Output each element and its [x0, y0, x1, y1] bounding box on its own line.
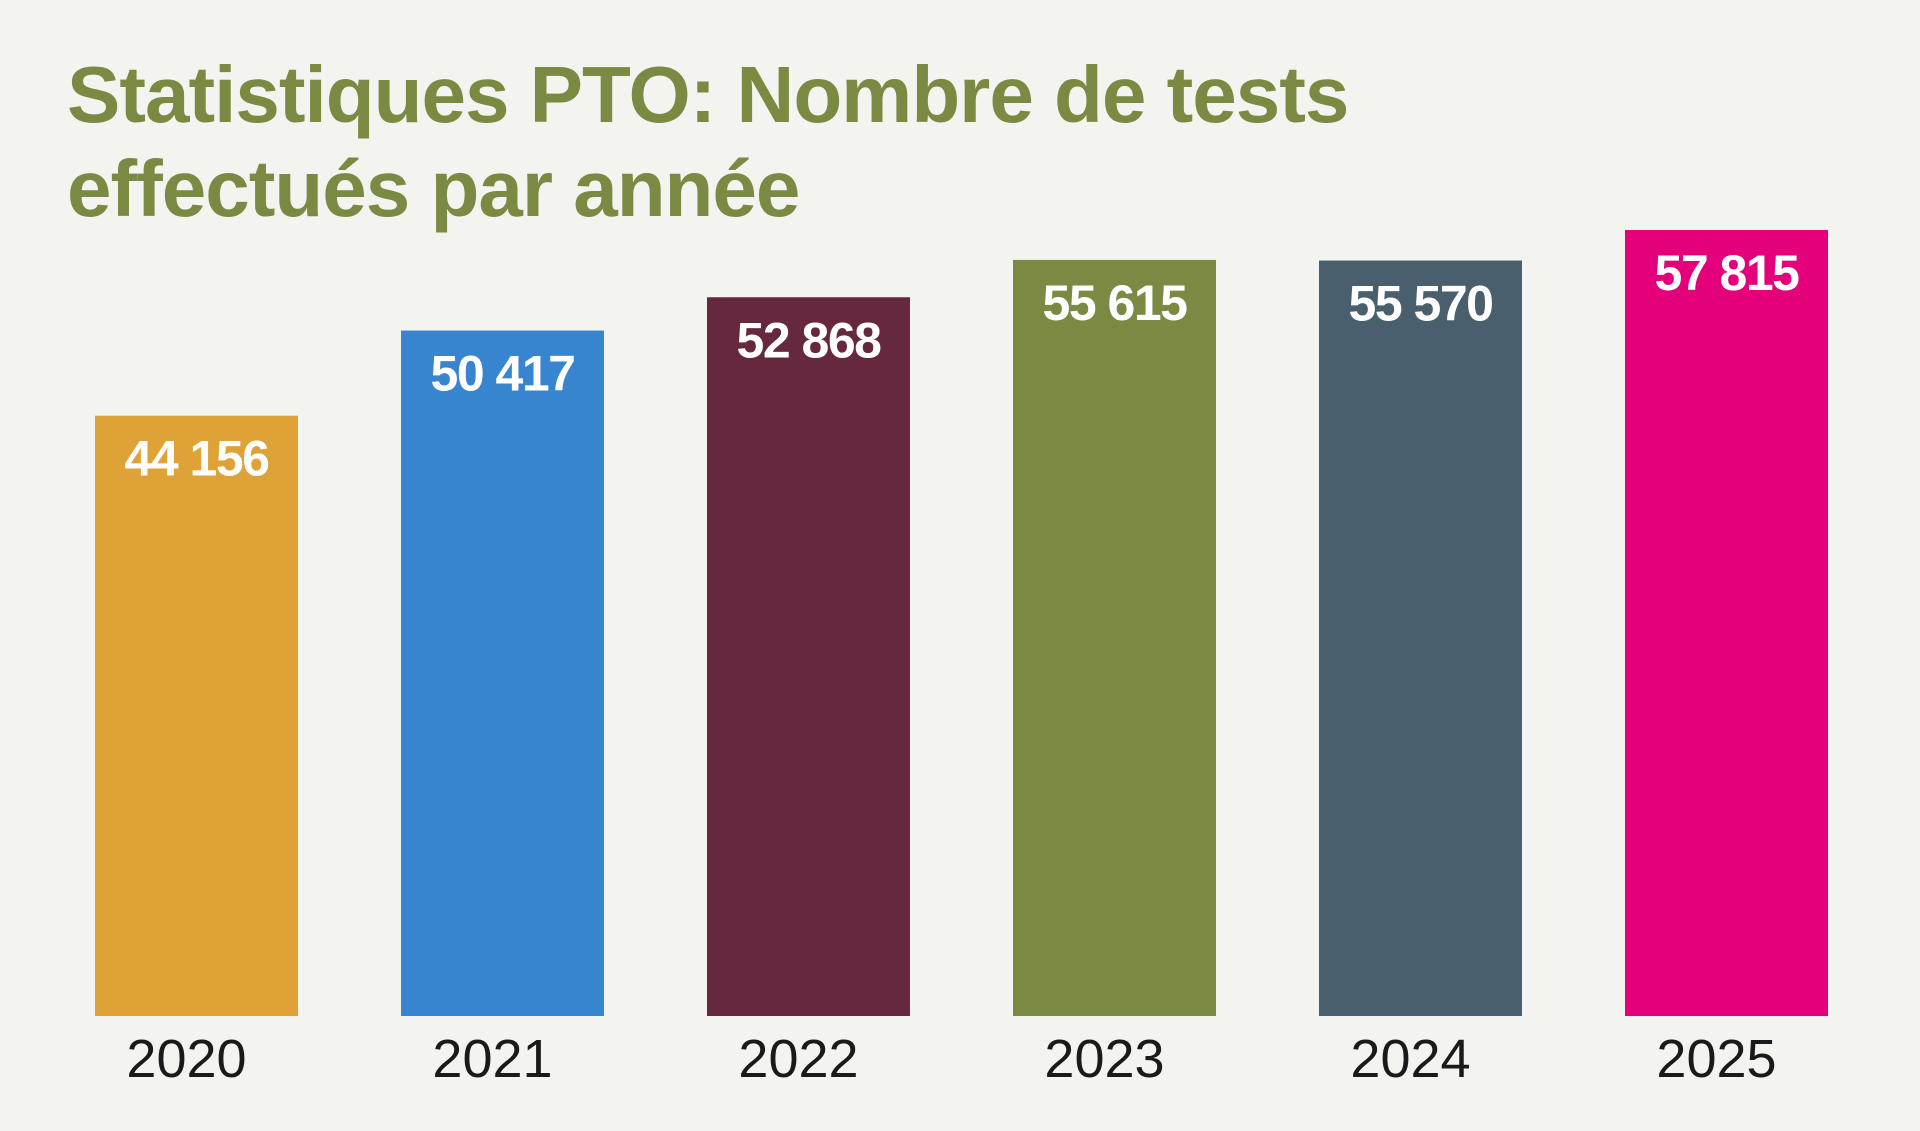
value-label-2025: 57 815: [1655, 245, 1800, 301]
value-label-2020: 44 156: [125, 431, 269, 487]
x-tick-label-2024: 2024: [1350, 1029, 1470, 1089]
x-tick-label-2020: 2020: [126, 1029, 246, 1089]
bars-group: [95, 230, 1828, 1017]
value-labels-group: 44 156 50 417 52 868 55 615 55 570 57 815: [125, 245, 1801, 487]
bar-2023: [1013, 259, 1216, 1016]
x-tick-label-2023: 2023: [1044, 1029, 1164, 1089]
value-label-2024: 55 570: [1349, 276, 1493, 332]
x-axis-tick-labels: 2020 2021 2022 2023 2024 2025: [126, 1029, 1776, 1089]
value-label-2021: 50 417: [431, 346, 575, 402]
bar-2025: [1625, 230, 1828, 1016]
bar-2024: [1319, 260, 1522, 1016]
value-label-2023: 55 615: [1043, 275, 1188, 331]
x-tick-label-2021: 2021: [432, 1029, 552, 1089]
chart-title: Statistiques PTO: Nombre de tests effect…: [67, 50, 1349, 233]
bar-2021: [401, 330, 604, 1017]
bar-2022: [707, 297, 910, 1017]
value-label-2022: 52 868: [737, 312, 882, 368]
x-tick-label-2025: 2025: [1656, 1029, 1776, 1089]
bar-2020: [95, 415, 298, 1016]
x-tick-label-2022: 2022: [738, 1029, 858, 1089]
